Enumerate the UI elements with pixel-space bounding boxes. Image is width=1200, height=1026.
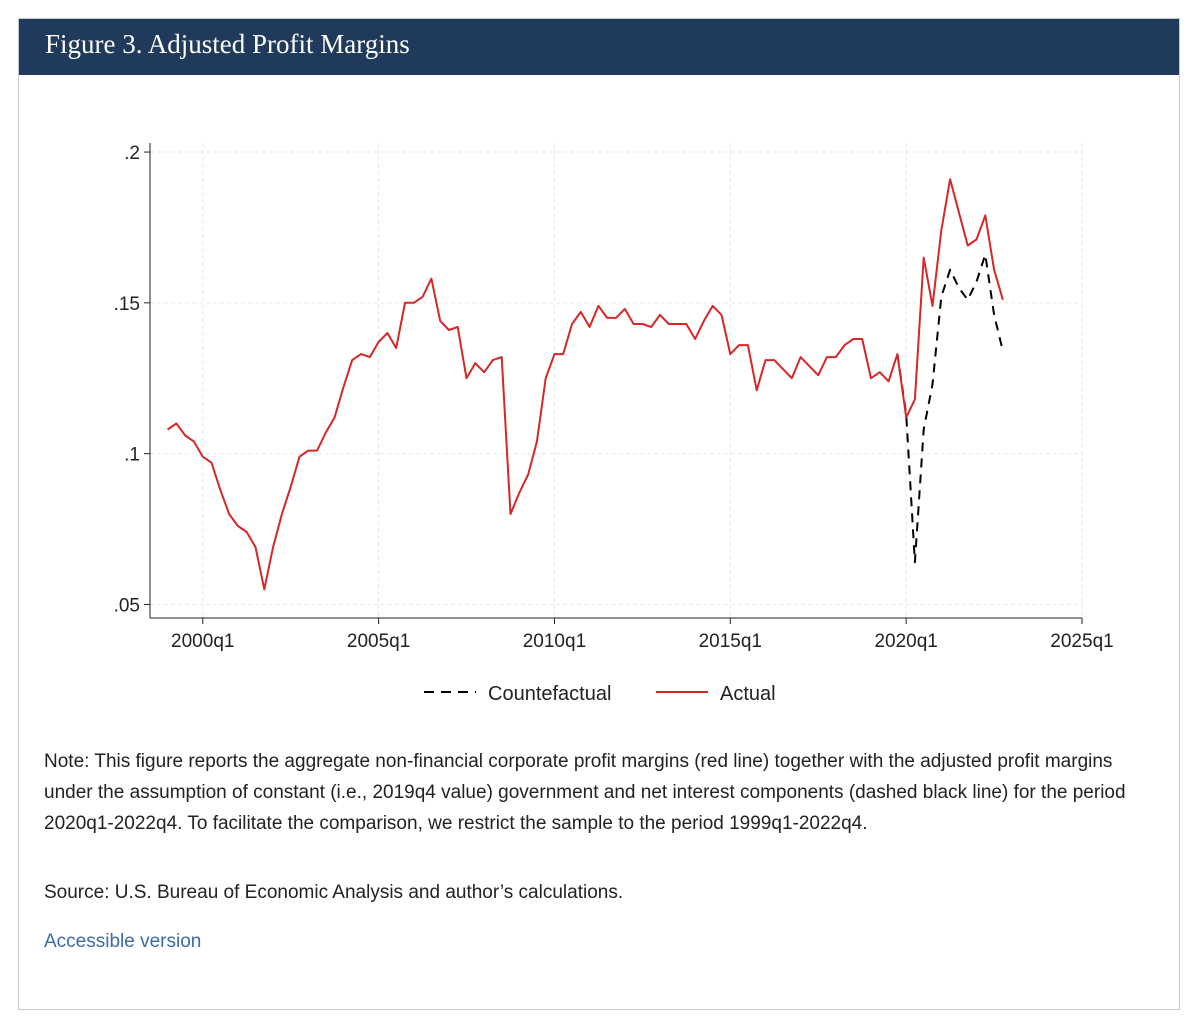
series-layer (167, 178, 1004, 591)
actual-series-line (167, 178, 1004, 591)
figure-container: Figure 3. Adjusted Profit Margins (18, 18, 1180, 1010)
figure-source: Source: U.S. Bureau of Economic Analysis… (44, 882, 624, 903)
y-tick-label: .2 (124, 143, 140, 164)
counterfactual-series-line (896, 253, 1004, 564)
figure-title: Figure 3. Adjusted Profit Margins (19, 19, 1179, 75)
x-tick-label: 2015q1 (699, 631, 762, 652)
figure-note: Note: This figure reports the aggregate … (44, 751, 1126, 834)
y-tick-label: .1 (124, 445, 140, 466)
y-tick-label: .05 (114, 595, 140, 616)
x-tick-label: 2025q1 (1050, 631, 1113, 652)
accessible-version-link[interactable]: Accessible version (44, 931, 202, 952)
x-tick-label: 2010q1 (523, 631, 586, 652)
line-chart: .05 .1 .15 .2 2000q1 2005q1 2010q1 2015q1 2020q1… (114, 143, 1114, 705)
x-tick-label: 2000q1 (171, 631, 234, 652)
legend: Countefactual Actual (424, 683, 776, 705)
legend-label: Actual (720, 683, 776, 705)
x-tick-label: 2005q1 (347, 631, 410, 652)
x-tick-label: 2020q1 (874, 631, 937, 652)
grid-layer (150, 143, 1083, 618)
axes-layer: .05 .1 .15 .2 2000q1 2005q1 2010q1 2015q1 2020q1… (114, 143, 1114, 652)
y-tick-label: .15 (114, 294, 140, 315)
legend-label: Countefactual (488, 683, 611, 705)
